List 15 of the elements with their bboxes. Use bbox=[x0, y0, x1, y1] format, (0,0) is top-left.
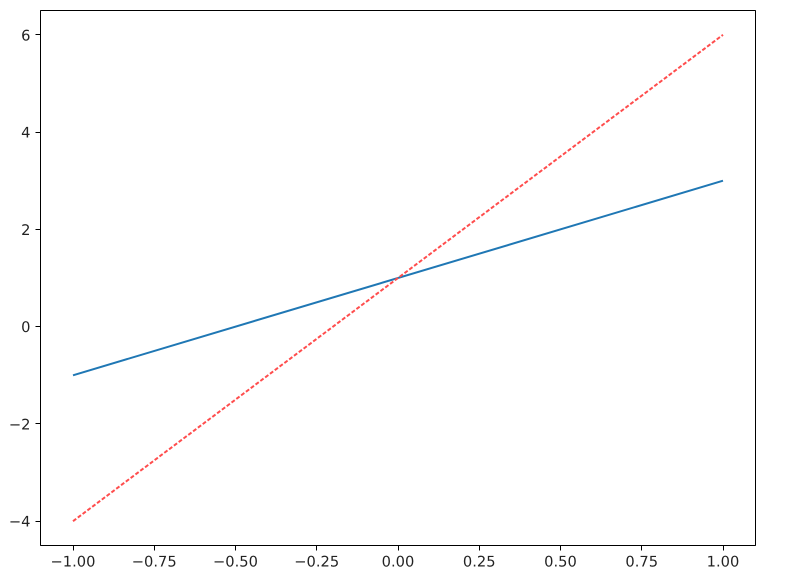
x-tick-label: −0.50 bbox=[213, 554, 258, 570]
y-tick-label: 6 bbox=[21, 27, 31, 44]
x-tick-label: 0.25 bbox=[462, 554, 496, 570]
y-tick-label: 2 bbox=[21, 222, 31, 239]
y-tick-label: 4 bbox=[21, 124, 31, 142]
x-tick-label: 0.50 bbox=[544, 554, 577, 570]
x-tick-label: −1.00 bbox=[50, 554, 96, 570]
y-tick-label: −4 bbox=[8, 514, 31, 531]
y-tick-label: 0 bbox=[21, 319, 31, 336]
x-tick-label: 0.00 bbox=[382, 554, 414, 570]
x-tick-label: −0.25 bbox=[294, 554, 340, 570]
x-tick-label: −0.75 bbox=[132, 554, 177, 570]
x-tick-label: 1.00 bbox=[706, 554, 740, 570]
y-tick-label: −2 bbox=[8, 416, 31, 434]
x-tick-label: 0.75 bbox=[625, 554, 658, 570]
